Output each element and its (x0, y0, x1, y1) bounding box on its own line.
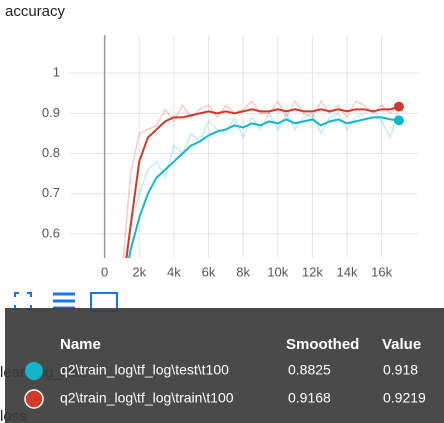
x-tick-label: 14k (337, 264, 358, 279)
grid (70, 35, 418, 258)
plot (122, 99, 400, 258)
raw-line (122, 99, 400, 258)
y-tick-label: 0.9 (42, 105, 60, 120)
fullscreen-icon[interactable] (14, 292, 32, 310)
y-tick-label: 0.7 (42, 185, 60, 200)
y-tick-label: 1 (53, 65, 60, 80)
x-tick-label: 6k (202, 264, 216, 279)
row-smoothed: 0.9168 (288, 390, 331, 406)
row-value: 0.918 (383, 362, 418, 378)
x-tick-label: 8k (236, 264, 250, 279)
x-tick-label: 0 (101, 264, 108, 279)
smoothed-line (128, 116, 400, 258)
header: Smoothed (286, 336, 359, 353)
row-name: q2\train_log\tf_log\train\t100 (60, 390, 234, 406)
end-dot (393, 101, 404, 112)
raw-line (124, 105, 400, 258)
end-dot (393, 115, 404, 126)
row-smoothed: 0.8825 (288, 362, 331, 378)
row-name: q2\train_log\tf_log\test\t100 (60, 362, 229, 378)
chart-title: accuracy (5, 3, 66, 20)
x-tick-label: 12k (302, 264, 323, 279)
tooltip-bg (5, 308, 444, 423)
header: Value (382, 336, 421, 353)
x-tick-label: 10k (267, 264, 288, 279)
series-swatch (24, 389, 44, 409)
x-tick-label: 4k (167, 264, 181, 279)
smoothed-line (125, 105, 400, 258)
menu-icon[interactable] (53, 292, 75, 310)
tooltip: Name Smoothed Value q2\train_log\tf_log\… (5, 308, 444, 423)
y-tick-label: 0.6 (42, 225, 60, 240)
row-value: 0.9219 (383, 390, 426, 406)
header: Name (60, 336, 101, 353)
series-swatch (25, 362, 43, 380)
y-tick-label: 0.8 (42, 145, 60, 160)
x-tick-label: 2k (132, 264, 146, 279)
x-tick-label: 16k (371, 264, 392, 279)
